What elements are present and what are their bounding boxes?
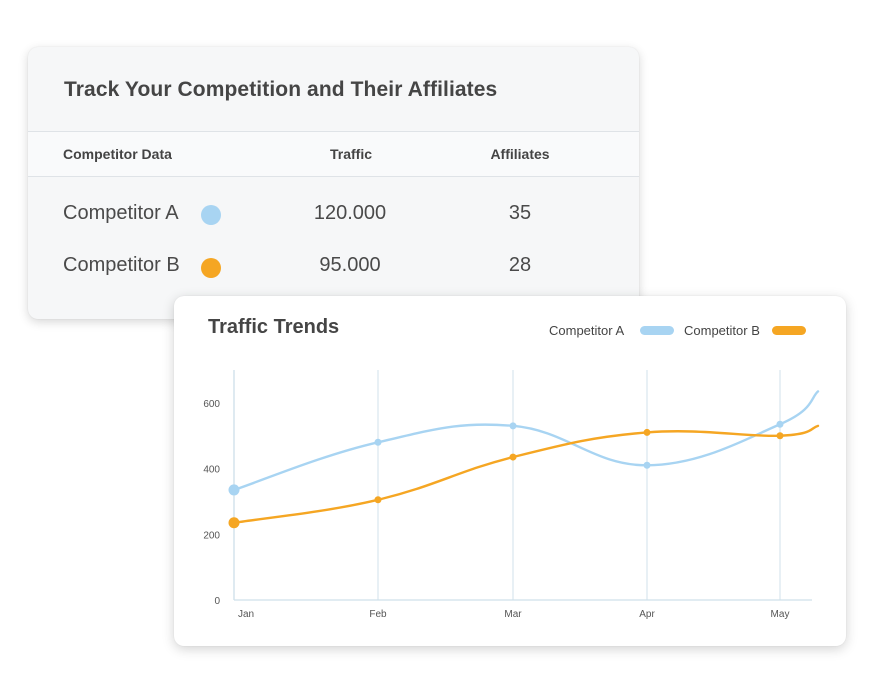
header-traffic: Traffic	[329, 146, 373, 162]
table-header-row: Competitor Data Traffic Affiliates	[28, 131, 639, 177]
data-point	[228, 517, 240, 529]
table-row: Competitor B 95.000 28	[28, 254, 639, 294]
legend-swatch-competitor-a	[640, 326, 674, 335]
data-point	[228, 484, 240, 496]
competitor-a-color-dot	[201, 205, 221, 225]
header-affiliates: Affiliates	[490, 146, 550, 162]
data-point	[643, 461, 651, 469]
data-point	[509, 422, 517, 430]
header-competitor-data: Competitor Data	[63, 146, 172, 162]
data-point	[643, 428, 651, 436]
x-tick-label: Mar	[504, 609, 522, 620]
series-line-competitor-a	[232, 390, 820, 492]
affiliates-value: 28	[508, 254, 532, 276]
table-row: Competitor A 120.000 35	[28, 202, 639, 242]
competitor-b-color-dot	[201, 258, 221, 278]
y-tick-label: 600	[203, 399, 220, 410]
x-tick-label: Jan	[238, 609, 254, 620]
legend-label-competitor-b: Competitor B	[684, 323, 760, 338]
table-title: Track Your Competition and Their Affilia…	[64, 78, 498, 101]
traffic-line-chart: 0 200 400 600 Jan Feb Mar Apr May	[203, 370, 820, 620]
legend-swatch-competitor-b	[772, 326, 806, 335]
y-tick-label: 0	[214, 596, 220, 607]
affiliates-value: 35	[508, 202, 532, 224]
chart-title: Traffic Trends	[208, 316, 340, 338]
x-tick-label: May	[771, 609, 790, 620]
data-point	[776, 432, 784, 440]
traffic-value: 120.000	[313, 202, 387, 224]
legend-label-competitor-a: Competitor A	[549, 323, 625, 338]
competition-table-card: Track Your Competition and Their Affilia…	[28, 47, 639, 319]
y-tick-label: 200	[203, 530, 220, 541]
data-point	[509, 453, 517, 461]
data-point	[374, 496, 382, 504]
competitor-name: Competitor B	[63, 254, 180, 276]
series-line-competitor-b	[232, 424, 820, 524]
y-tick-label: 400	[203, 465, 220, 476]
x-tick-label: Feb	[369, 609, 387, 620]
traffic-trends-card: Traffic Trends Competitor A Competitor B…	[174, 296, 846, 646]
competitor-name: Competitor A	[63, 202, 179, 224]
x-tick-label: Apr	[639, 609, 655, 620]
traffic-value: 95.000	[319, 254, 381, 276]
data-point	[374, 438, 382, 446]
data-point	[776, 420, 784, 428]
